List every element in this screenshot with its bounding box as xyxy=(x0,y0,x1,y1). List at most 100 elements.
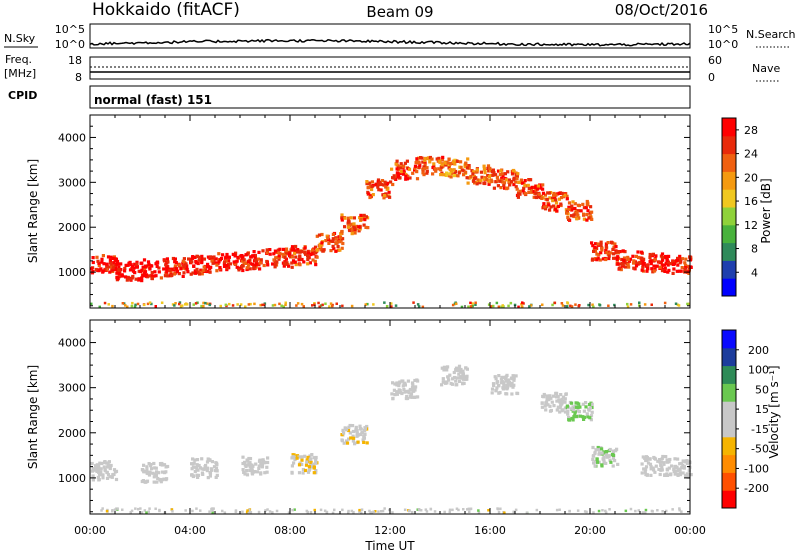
data-cell xyxy=(242,258,246,262)
data-cell xyxy=(305,509,309,513)
data-cell xyxy=(461,372,465,376)
data-cell xyxy=(545,394,549,398)
data-cell xyxy=(613,242,617,246)
data-cell xyxy=(565,404,569,408)
data-cell xyxy=(291,453,295,457)
data-cell xyxy=(295,250,300,254)
data-cell xyxy=(114,469,119,473)
data-cell xyxy=(577,204,582,208)
data-cell xyxy=(118,274,122,278)
data-cell xyxy=(102,262,106,266)
data-cell xyxy=(594,448,598,452)
data-cell xyxy=(622,258,626,262)
data-cell xyxy=(454,169,458,174)
data-cell xyxy=(644,467,648,471)
data-cell xyxy=(247,303,251,306)
data-cell xyxy=(340,216,344,220)
data-cell xyxy=(223,511,227,514)
data-cell xyxy=(214,257,218,261)
data-cell xyxy=(346,216,351,220)
data-cell xyxy=(582,212,586,216)
data-cell xyxy=(259,258,263,262)
data-cell xyxy=(678,254,682,258)
data-cell xyxy=(651,466,655,470)
data-cell xyxy=(96,475,100,479)
data-cell xyxy=(150,302,153,306)
y-tick-label: 4000 xyxy=(58,131,86,144)
data-cell xyxy=(503,511,506,514)
data-cell xyxy=(593,245,597,250)
data-cell xyxy=(563,406,567,410)
data-cell xyxy=(331,237,335,241)
data-cell xyxy=(354,425,358,429)
data-cell xyxy=(405,159,409,163)
data-cell xyxy=(544,408,548,412)
data-cell xyxy=(302,305,305,308)
cpid-value: normal (fast) 151 xyxy=(94,93,212,107)
data-cell xyxy=(543,205,547,209)
data-cell xyxy=(555,395,559,399)
data-cell xyxy=(448,172,452,176)
data-cell xyxy=(319,508,323,512)
data-cell xyxy=(298,250,302,254)
data-cell xyxy=(512,383,516,387)
data-cell xyxy=(196,261,200,266)
data-cell xyxy=(545,204,549,209)
data-cell xyxy=(195,458,200,462)
data-cell xyxy=(461,377,466,381)
data-cell xyxy=(298,255,302,259)
data-cell xyxy=(261,249,265,253)
data-cell xyxy=(590,410,594,414)
data-cell xyxy=(421,305,425,309)
data-cell xyxy=(143,303,146,307)
data-cell xyxy=(282,264,286,268)
data-cell xyxy=(218,266,222,270)
data-cell xyxy=(219,304,222,308)
data-cell xyxy=(90,267,94,271)
data-cell xyxy=(191,457,195,461)
data-cell xyxy=(639,261,643,265)
data-cell xyxy=(522,302,525,305)
data-cell xyxy=(383,194,387,198)
data-cell xyxy=(259,471,263,475)
data-cell xyxy=(171,256,175,261)
data-cell xyxy=(634,264,639,268)
nsearch-tick-bottom: 10^0 xyxy=(708,38,738,51)
data-cell xyxy=(211,511,214,514)
data-cell xyxy=(144,265,148,269)
data-cell xyxy=(311,304,314,307)
data-cell xyxy=(511,374,515,378)
data-cell xyxy=(211,507,215,510)
data-cell xyxy=(164,263,168,267)
data-cell xyxy=(311,462,315,466)
data-cell xyxy=(101,476,105,480)
data-cell xyxy=(319,304,323,307)
data-cell xyxy=(174,302,177,305)
data-cell xyxy=(292,461,296,465)
data-cell xyxy=(145,471,149,475)
data-cell xyxy=(413,164,418,168)
data-cell xyxy=(582,217,586,221)
data-cell xyxy=(404,172,408,177)
data-cell xyxy=(145,511,148,514)
data-cell xyxy=(262,303,266,307)
data-cell xyxy=(362,223,366,227)
data-cell xyxy=(145,275,150,279)
data-cell xyxy=(222,264,227,268)
data-cell xyxy=(673,465,677,469)
data-cell xyxy=(171,267,175,271)
data-cell xyxy=(108,464,113,468)
data-cell xyxy=(648,252,652,257)
data-cell xyxy=(204,463,208,468)
data-cell xyxy=(653,258,657,262)
data-cell xyxy=(640,256,644,260)
data-cell xyxy=(546,403,550,407)
data-cell xyxy=(120,274,124,278)
data-cell xyxy=(578,304,581,307)
data-cell xyxy=(626,302,629,306)
data-cell xyxy=(225,252,229,257)
data-cell xyxy=(680,510,683,513)
data-cell xyxy=(173,260,177,264)
data-cell xyxy=(601,257,606,261)
data-cell xyxy=(497,374,501,378)
